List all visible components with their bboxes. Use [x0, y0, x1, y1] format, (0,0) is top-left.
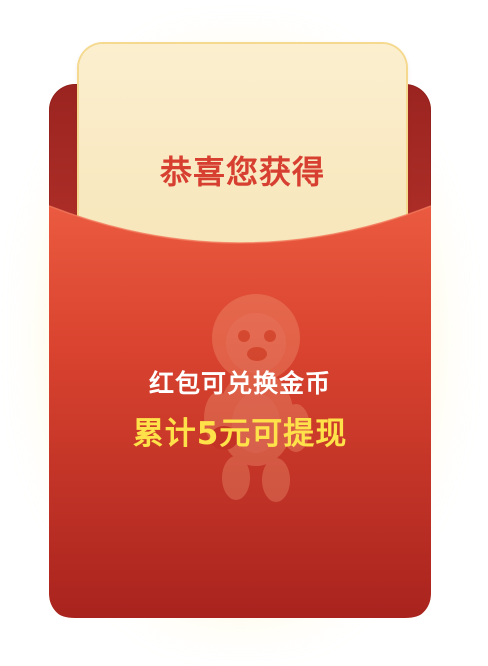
withdraw-threshold-text: 累计5元可提现	[132, 416, 348, 452]
red-envelope[interactable]: 红包可兑换金币 累计5元可提现	[49, 170, 431, 620]
lion-mascot-icon	[196, 288, 316, 508]
card-title: 恭喜您获得	[159, 153, 325, 191]
exchange-coins-text: 红包可兑换金币	[148, 369, 331, 398]
envelope-pocket-shape	[49, 205, 431, 618]
